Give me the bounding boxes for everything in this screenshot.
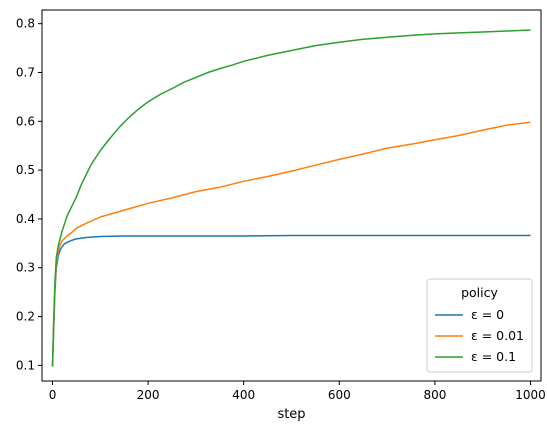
- y-tick-label: 0.7: [16, 65, 35, 79]
- legend-title: policy: [461, 285, 498, 300]
- y-tick-label: 0.6: [16, 114, 35, 128]
- y-tick-label: 0.3: [16, 261, 35, 275]
- legend-entry-label: ε = 0: [471, 307, 504, 322]
- ticks-layer: 0 200 400 600 800 1000 0.1 0.2 0.3 0.4 0.5 0.6 0.7 0.…: [16, 17, 546, 402]
- y-tick-label: 0.4: [16, 212, 35, 226]
- legend-box: [426, 278, 533, 373]
- legend-items: ε = 0 ε = 0.01 ε = 0.1: [435, 307, 524, 364]
- plot-frame: [41, 9, 542, 382]
- legend-entry-label: ε = 0.01: [471, 328, 524, 343]
- y-tick-label: 0.5: [16, 163, 35, 177]
- y-tick-label: 0.1: [16, 358, 35, 372]
- x-tick-label: 0: [49, 388, 57, 402]
- series-layer: [51, 29, 531, 367]
- series-line-0: [51, 234, 531, 367]
- y-tick-label: 0.8: [16, 17, 35, 31]
- series-line-2: [51, 29, 531, 367]
- x-tick-label: 600: [328, 388, 351, 402]
- legend: policy ε = 0 ε = 0.01 ε = 0.1: [426, 278, 533, 373]
- legend-entry-label: ε = 0.1: [471, 349, 516, 364]
- y-tick-label: 0.2: [16, 310, 35, 324]
- x-tick-label: 800: [423, 388, 446, 402]
- x-tick-label: 400: [232, 388, 255, 402]
- series-line-1: [51, 121, 531, 367]
- x-axis-label: step: [277, 407, 305, 422]
- x-tick-label: 200: [137, 388, 160, 402]
- x-tick-label: 1000: [515, 388, 546, 402]
